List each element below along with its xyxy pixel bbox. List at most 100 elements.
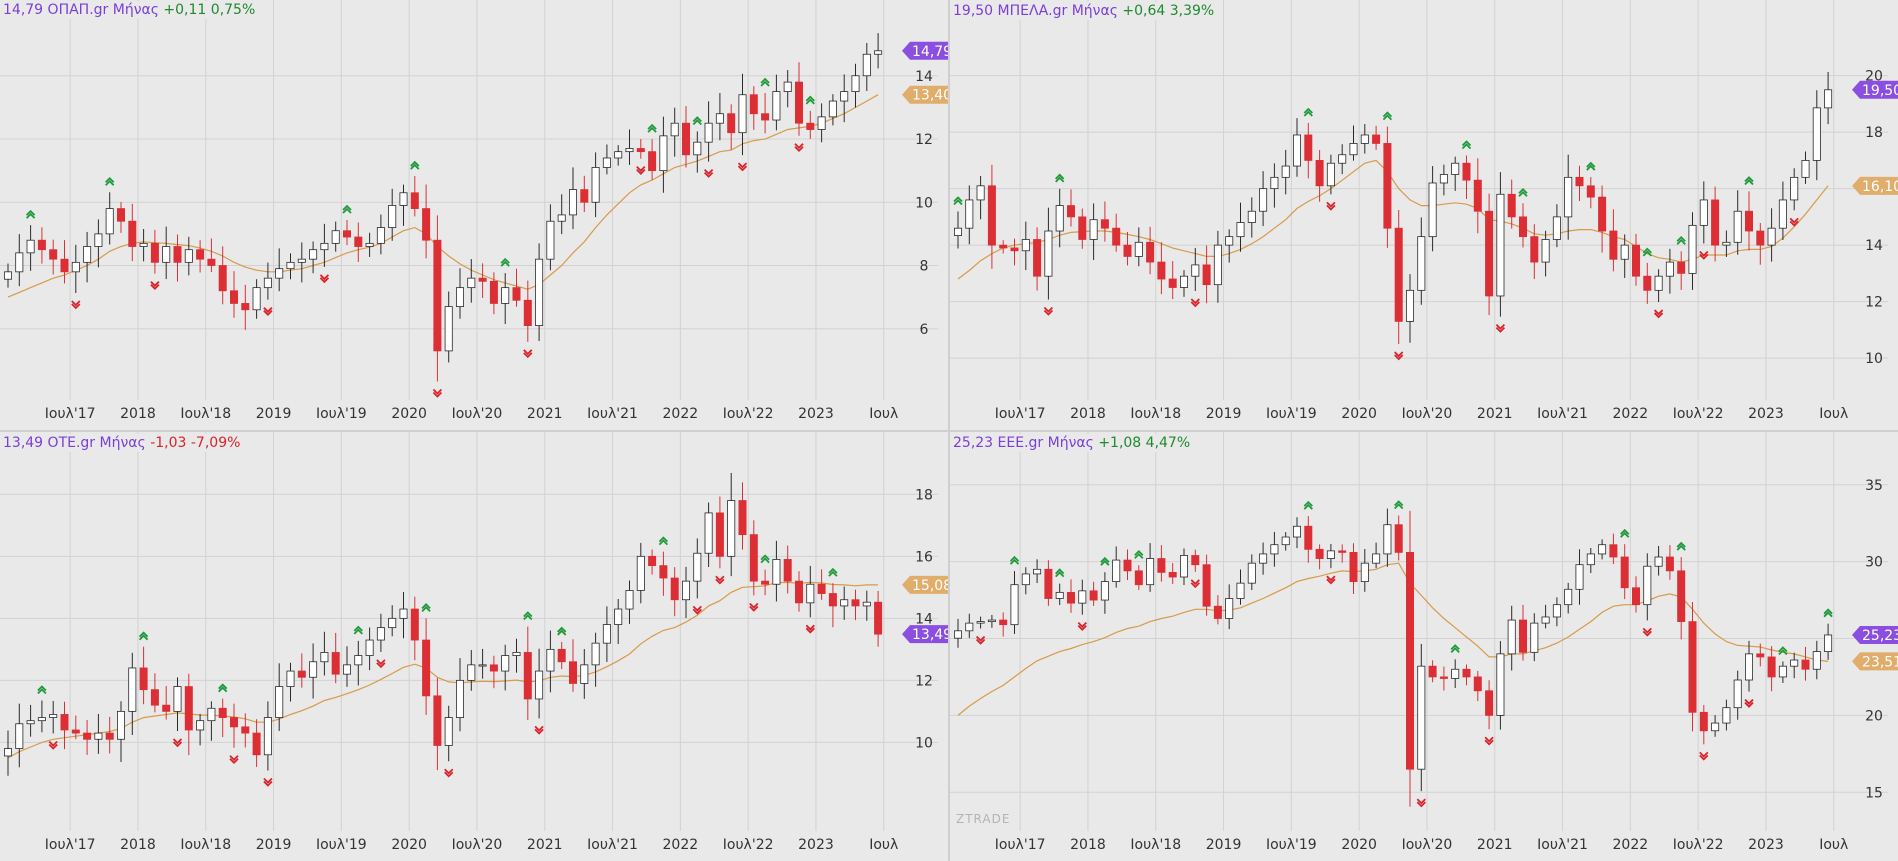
signal-down-chevron-icon [1077, 622, 1087, 631]
candle-body [1326, 550, 1335, 559]
header-price: 25,23 [953, 435, 994, 451]
candle-body [1575, 176, 1584, 187]
candle-body [1089, 590, 1098, 601]
candle-body [1044, 230, 1053, 277]
candle [862, 590, 871, 621]
candle-body [444, 306, 453, 352]
candlestick-chart-eee[interactable]: Ιουλ'17 2018 Ιουλ'18 2019 Ιουλ'19 2020 Ιουλ'20… [950, 432, 1898, 861]
chart-panel-bela[interactable]: Ιουλ'17 2018 Ιουλ'18 2019 Ιουλ'19 2020 Ιουλ'20… [950, 0, 1898, 430]
price-badge-shape [902, 41, 948, 60]
candles [954, 71, 1833, 345]
candle [1722, 230, 1731, 257]
y-tick-label: 8 [920, 259, 929, 275]
candle-body [433, 695, 442, 746]
candle-body [795, 81, 804, 124]
candle [297, 653, 306, 688]
candle-body [1643, 275, 1652, 291]
candle-body [625, 148, 634, 153]
candle-body [354, 655, 363, 666]
candle [761, 93, 770, 134]
candle [1021, 221, 1030, 271]
candle [1778, 661, 1787, 684]
candle-body [1541, 239, 1550, 263]
candle-body [422, 208, 431, 241]
candle [1699, 181, 1708, 244]
candle-body [1462, 162, 1471, 181]
signal-up-chevron-icon [1461, 140, 1472, 150]
candle [851, 589, 860, 621]
candle-body [1632, 244, 1641, 277]
candle-body [1824, 89, 1833, 109]
candlestick-chart-opap[interactable]: Ιουλ'17 2018 Ιουλ'18 2019 Ιουλ'19 2020 Ιουλ'20… [0, 0, 948, 430]
candle [1632, 576, 1641, 613]
x-tick-label: 2022 [663, 837, 699, 853]
candle-body [1270, 176, 1279, 190]
candle-body [1756, 230, 1765, 246]
chart-panel-ote[interactable]: Ιουλ'17 2018 Ιουλ'18 2019 Ιουλ'19 2020 Ιουλ'20… [0, 432, 948, 861]
candle [1620, 544, 1629, 600]
candle [1100, 201, 1109, 242]
candle [1089, 581, 1098, 606]
header-change: +0,11 0,75% [163, 2, 256, 18]
candle-body [659, 565, 668, 579]
candle-body [580, 189, 589, 203]
candle [1564, 154, 1573, 240]
header-symbol: ΜΠΕΛΑ.gr Μήνας [997, 3, 1118, 19]
candle-body [1089, 219, 1098, 240]
candle-body [1134, 241, 1143, 257]
candle [546, 204, 555, 271]
candle [704, 101, 713, 162]
candle-body [71, 729, 80, 734]
y-tick-label: 12 [915, 673, 933, 689]
candle [1146, 226, 1155, 275]
candle-body [1100, 581, 1109, 601]
candlestick-chart-ote[interactable]: Ιουλ'17 2018 Ιουλ'18 2019 Ιουλ'19 2020 Ιουλ'20… [0, 432, 948, 861]
candle-body [83, 246, 92, 263]
price-badge-shape [1852, 80, 1898, 99]
candle [1439, 164, 1448, 196]
candle [342, 220, 351, 246]
candle [1338, 544, 1347, 563]
candle-body [399, 608, 408, 619]
candle [1586, 177, 1595, 209]
chart-panel-opap[interactable]: Ιουλ'17 2018 Ιουλ'18 2019 Ιουλ'19 2020 Ιουλ'20… [0, 0, 948, 430]
signal-down-chevron-icon [1744, 698, 1754, 708]
candle [117, 701, 126, 762]
chart-panel-eee[interactable]: Ιουλ'17 2018 Ιουλ'18 2019 Ιουλ'19 2020 Ιουλ'20… [950, 432, 1898, 861]
x-axis: Ιουλ'17 2018 Ιουλ'18 2019 Ιουλ'19 2020 Ιουλ'20… [45, 406, 899, 422]
chart-header-opap: 14,79 ΟΠΑΠ.gr Μήνας +0,11 0,75% [1, 1, 258, 19]
candle [625, 580, 634, 624]
candle-body [478, 277, 487, 282]
candle-body [297, 670, 306, 678]
y-tick-label: 15 [1865, 785, 1883, 801]
candle-body [1202, 264, 1211, 286]
candle [1010, 238, 1019, 266]
signal-up-chevron-icon [1055, 568, 1065, 578]
signal-up-chevron-icon [1642, 247, 1652, 257]
candle-body [410, 608, 419, 641]
signal-down-chevron-icon [432, 388, 443, 398]
signal-up-chevron-icon [760, 554, 770, 564]
candlestick-chart-bela[interactable]: Ιουλ'17 2018 Ιουλ'18 2019 Ιουλ'19 2020 Ιουλ'20… [950, 0, 1898, 430]
candle-body [704, 512, 713, 554]
candle-body [614, 608, 623, 625]
candle [1281, 149, 1290, 195]
candle [275, 663, 284, 731]
candle-body [1507, 193, 1516, 218]
candle-body [286, 261, 295, 270]
candle [37, 227, 46, 264]
candle-body [501, 655, 510, 672]
signal-down-chevron-icon [1642, 627, 1652, 637]
candle-body [1179, 555, 1188, 578]
candle-body [1372, 134, 1381, 144]
candle-body [1146, 558, 1155, 586]
candle-body [727, 113, 736, 134]
candle-body [241, 303, 250, 311]
candle [580, 175, 589, 213]
candle [965, 613, 974, 638]
signal-up-chevron-icon [1394, 500, 1404, 510]
candle-body [1439, 676, 1448, 679]
candle [1247, 197, 1256, 238]
candle [1338, 144, 1347, 175]
